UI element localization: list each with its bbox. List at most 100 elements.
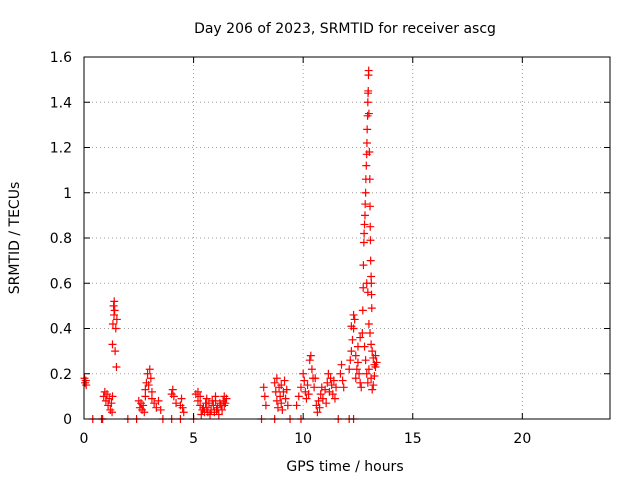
data-point: [363, 378, 372, 387]
data-point: [328, 390, 337, 399]
data-point: [109, 301, 118, 310]
chart-title: Day 206 of 2023, SRMTID for receiver asc…: [194, 21, 496, 37]
data-point: [351, 374, 360, 383]
data-point: [372, 358, 381, 367]
data-point: [304, 390, 313, 399]
data-point: [108, 319, 117, 328]
data-point: [316, 390, 325, 399]
data-point: [278, 405, 287, 414]
data-point: [112, 362, 121, 371]
data-point: [146, 374, 155, 383]
data-point: [360, 229, 369, 238]
data-point: [311, 374, 320, 383]
data-point: [193, 387, 202, 396]
data-point: [329, 376, 338, 385]
data-point: [172, 399, 181, 408]
data-point: [110, 297, 119, 306]
data-point: [364, 319, 373, 328]
data-point: [315, 403, 324, 412]
data-point: [261, 401, 270, 410]
data-point: [152, 403, 161, 412]
y-tick-label: 1.2: [50, 141, 72, 157]
data-point: [339, 383, 348, 392]
data-point: [108, 340, 117, 349]
data-point: [156, 405, 165, 414]
data-point: [111, 324, 120, 333]
data-point: [296, 383, 305, 392]
data-point: [370, 372, 379, 381]
data-point: [260, 392, 269, 401]
data-point: [358, 329, 367, 338]
data-point: [332, 383, 341, 392]
data-point: [352, 365, 361, 374]
data-point: [360, 211, 369, 220]
x-tick-label: 5: [189, 431, 198, 447]
data-point: [361, 200, 370, 209]
data-point: [193, 396, 202, 405]
data-point: [360, 342, 369, 351]
data-point: [143, 369, 152, 378]
data-point: [362, 161, 371, 170]
data-point: [141, 385, 150, 394]
data-point: [365, 175, 374, 184]
data-point: [368, 385, 377, 394]
data-point: [211, 392, 220, 401]
data-point: [147, 387, 156, 396]
data-point: [292, 401, 301, 410]
data-point: [363, 125, 372, 134]
data-point: [364, 86, 373, 95]
data-point: [364, 66, 373, 75]
data-point: [280, 376, 289, 385]
data-point: [367, 304, 376, 313]
data-point: [199, 403, 208, 412]
x-tick-label: 20: [513, 431, 531, 447]
data-point: [362, 279, 371, 288]
data-point: [346, 356, 355, 365]
data-point: [359, 261, 368, 270]
x-tick-label: 0: [80, 431, 89, 447]
grid-lines: [84, 57, 610, 419]
data-point: [361, 188, 370, 197]
data-point: [141, 392, 150, 401]
data-point: [144, 381, 153, 390]
data-point: [347, 347, 356, 356]
data-point: [317, 383, 326, 392]
y-tick-label: 0.8: [50, 231, 72, 247]
data-point: [368, 347, 377, 356]
y-tick-label: 1.6: [50, 50, 72, 66]
data-point: [214, 410, 223, 419]
y-tick-label: 0.2: [50, 367, 72, 383]
y-axis-label: SRMTID / TECUs: [7, 182, 23, 295]
data-point: [338, 376, 347, 385]
data-point: [179, 408, 188, 417]
data-point: [364, 365, 373, 374]
data-point: [103, 390, 112, 399]
data-point: [282, 385, 291, 394]
data-point: [364, 109, 373, 118]
data-point: [362, 138, 371, 147]
data-point: [359, 238, 368, 247]
data-point: [270, 378, 279, 387]
x-tick-labels: 0 5 10 15 20: [80, 431, 532, 447]
data-point: [197, 410, 206, 419]
data-point: [306, 351, 315, 360]
data-point: [202, 394, 211, 403]
data-point: [209, 401, 218, 410]
data-point: [272, 396, 281, 405]
data-point: [361, 356, 370, 365]
data-point: [330, 394, 339, 403]
data-point: [178, 403, 187, 412]
data-point: [337, 360, 346, 369]
data-point: [359, 283, 368, 292]
data-point: [201, 399, 210, 408]
data-point: [369, 381, 378, 390]
data-point: [110, 306, 119, 315]
data-point: [307, 365, 316, 374]
data-point: [107, 399, 116, 408]
data-point: [350, 315, 359, 324]
data-point: [281, 394, 290, 403]
data-point: [221, 399, 230, 408]
plot-frame: [83, 56, 611, 420]
data-point: [272, 374, 281, 383]
